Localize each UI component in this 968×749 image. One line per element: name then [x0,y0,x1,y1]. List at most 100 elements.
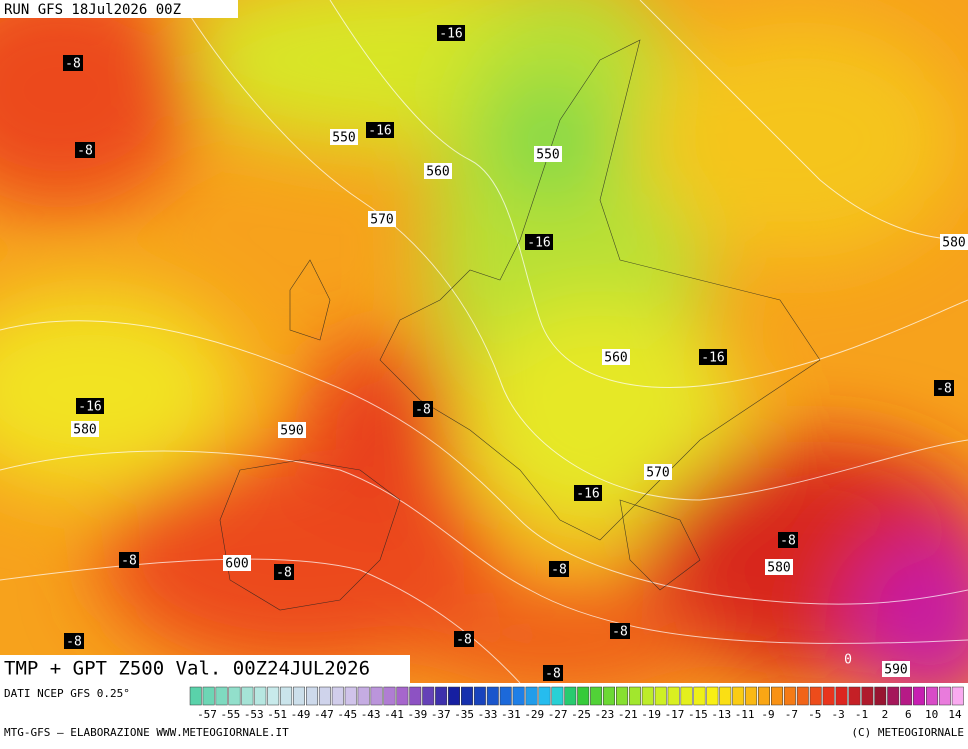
label-box [274,564,294,580]
colorbar-box [396,686,409,706]
label-box [602,349,630,365]
colorbar-box [499,686,512,706]
colorbar-box [370,686,383,706]
colorbar-box [913,686,925,706]
colorbar-label: -1 [855,708,868,721]
colorbar-box [796,686,809,706]
label-box [934,380,954,396]
contour-label: -16 [368,124,391,139]
colorbar-label: -11 [735,708,755,721]
colorbar-label: -49 [291,708,311,721]
colorbar-box [448,686,461,706]
contour-label: 570 [370,213,393,228]
colorbar-label: -39 [407,708,427,721]
contour-label: 570 [646,466,669,481]
colorbar-label: -45 [337,708,357,721]
label-box [330,129,358,145]
colorbar-box [267,686,280,706]
label-box [119,552,139,568]
colorbar-box [900,686,913,706]
colorbar-box [473,686,486,706]
colorbar-box [189,686,202,706]
label-box [699,349,727,365]
contour-label: -8 [65,57,81,72]
label-box [424,163,452,179]
colorbar-box [383,686,396,706]
colorbar-box [461,686,473,706]
colorbar-box [951,686,964,706]
colorbar-box [422,686,435,706]
title-box [0,655,410,683]
colorbar-box [667,686,680,706]
contour-labels: -16 -8 550 -16 -8 550 560 570 -16 580 560 -16 -8 -16 -… [63,25,968,682]
colorbar: -57 -55 -53 -51 -49 -47 -45 -43 -41 -39 -37 -35 -33-… [189,686,964,721]
colorbar-box [745,686,758,706]
colorbar-box [771,686,783,706]
label-box [366,122,394,138]
colorbar-box [241,686,254,706]
colorbar-label: -17 [665,708,685,721]
run-box [0,0,238,18]
label-box [368,211,396,227]
colorbar-box [551,686,564,706]
contour-label: -8 [415,403,431,418]
colorbar-box [538,686,551,706]
label-box [644,464,672,480]
colorbar-box [783,686,796,706]
contour-label: 560 [604,351,627,366]
colorbar-box [693,686,706,706]
label-box [882,661,910,677]
label-box [63,55,83,71]
colorbar-box [926,686,938,706]
contour-label: 580 [767,561,790,576]
colorbar-box [357,686,370,706]
label-box [64,633,84,649]
contour-label: -8 [612,625,628,640]
colorbar-label: 10 [925,708,938,721]
colorbar-box [758,686,770,706]
colorbar-label: 2 [882,708,889,721]
colorbar-label: -55 [220,708,240,721]
colorbar-box [706,686,719,706]
contour-label: -16 [701,351,724,366]
colorbar-box [215,686,228,706]
contour-label: -8 [66,635,82,650]
contour-label: 560 [426,165,449,180]
colorbar-label: -57 [197,708,217,721]
colorbar-box [654,686,667,706]
colorbar-box [564,686,577,706]
colorbar-box [254,686,267,706]
colorbar-box [641,686,654,706]
label-box [534,146,562,162]
label-box [574,485,602,501]
colorbar-box [486,686,499,706]
label-box [765,559,793,575]
contour-label: 600 [225,557,248,572]
colorbar-label: -7 [785,708,798,721]
colorbar-label: -29 [524,708,544,721]
colorbar-box [848,686,861,706]
colorbar-box [628,686,641,706]
contour-label: 580 [942,236,965,251]
contour-label: -8 [121,554,137,569]
contour-label: -8 [276,566,292,581]
colorbar-box [732,686,745,706]
contour-label: -16 [527,236,550,251]
contour-label: 580 [73,423,96,438]
colorbar-label: -21 [618,708,638,721]
colorbar-box [577,686,590,706]
colorbar-label: -35 [454,708,474,721]
colorbar-label: -27 [548,708,568,721]
map-title: TMP + GPT Z500 Val. 00Z24JUL2026 [4,658,370,680]
colorbar-box [616,686,628,706]
colorbar-box [938,686,951,706]
colorbar-box [409,686,422,706]
colorbar-box [887,686,900,706]
colorbar-box [344,686,357,706]
colorbar-label: -19 [641,708,661,721]
colorbar-label: -25 [571,708,591,721]
contour-label: -8 [780,534,796,549]
colorbar-box [835,686,848,706]
